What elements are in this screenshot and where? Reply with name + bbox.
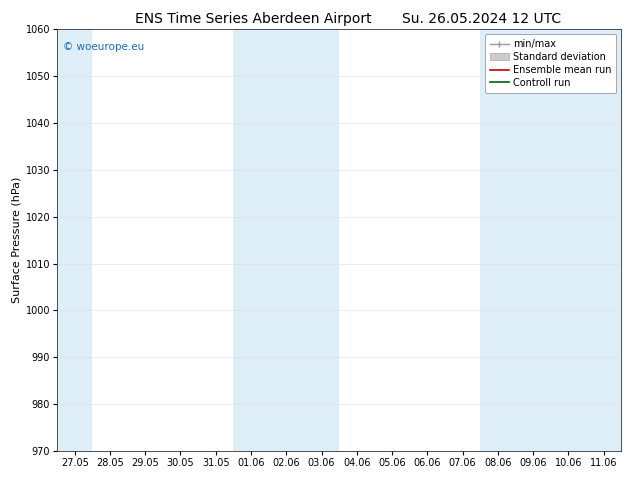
Bar [57, 29, 93, 451]
Text: © woeurope.eu: © woeurope.eu [63, 42, 144, 52]
Text: ENS Time Series Aberdeen Airport: ENS Time Series Aberdeen Airport [135, 12, 372, 26]
Legend: min/max, Standard deviation, Ensemble mean run, Controll run: min/max, Standard deviation, Ensemble me… [485, 34, 616, 93]
Bar [481, 29, 621, 451]
Text: Su. 26.05.2024 12 UTC: Su. 26.05.2024 12 UTC [403, 12, 561, 26]
Y-axis label: Surface Pressure (hPa): Surface Pressure (hPa) [11, 177, 22, 303]
Bar [233, 29, 339, 451]
